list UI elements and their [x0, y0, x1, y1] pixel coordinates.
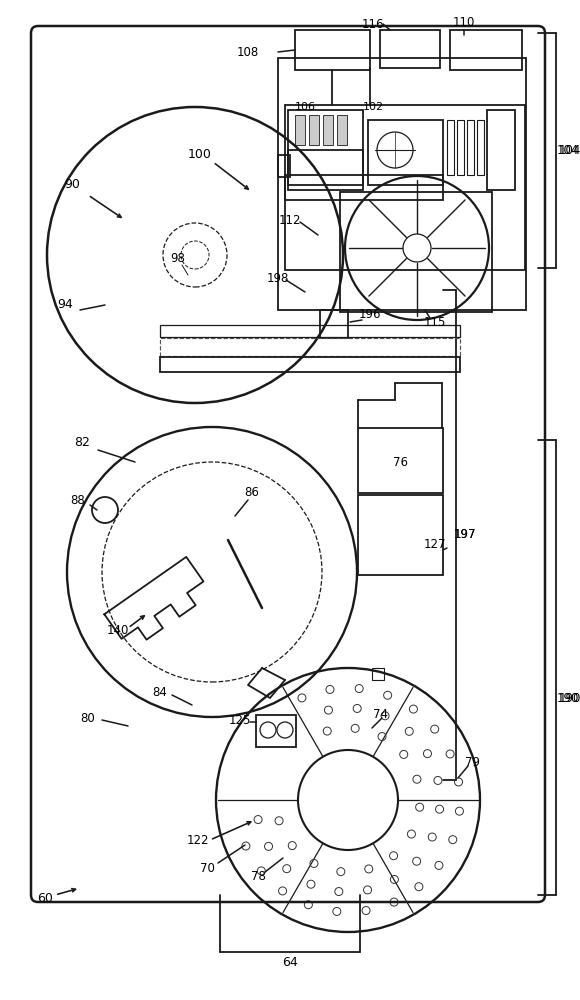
Text: 84: 84: [153, 686, 168, 698]
Text: 88: 88: [71, 493, 85, 506]
Text: 80: 80: [81, 712, 95, 724]
Text: 60: 60: [37, 892, 53, 904]
FancyBboxPatch shape: [31, 26, 545, 902]
Text: 90: 90: [64, 178, 80, 192]
Bar: [160, 325, 460, 337]
Bar: [467, 120, 474, 175]
Bar: [160, 357, 460, 372]
Bar: [450, 30, 522, 70]
Bar: [160, 338, 460, 356]
Bar: [295, 30, 370, 70]
Text: 196: 196: [359, 308, 381, 322]
Text: 82: 82: [74, 436, 90, 450]
Bar: [457, 120, 464, 175]
Bar: [380, 30, 440, 68]
Text: 108: 108: [237, 45, 259, 58]
Text: 197: 197: [454, 528, 476, 542]
Text: 112: 112: [279, 214, 301, 227]
Text: 125: 125: [229, 714, 251, 726]
Text: 102: 102: [362, 102, 383, 112]
Text: 74: 74: [372, 708, 387, 720]
Text: 100: 100: [188, 148, 212, 161]
Text: 70: 70: [200, 861, 215, 874]
Text: 106: 106: [295, 102, 316, 112]
Text: 104: 104: [557, 143, 579, 156]
Bar: [323, 115, 333, 145]
Bar: [372, 668, 384, 680]
Text: 98: 98: [171, 251, 186, 264]
Text: 122: 122: [187, 834, 209, 846]
Bar: [358, 495, 443, 575]
Bar: [278, 58, 526, 310]
Bar: [368, 120, 443, 185]
Bar: [320, 310, 348, 338]
Bar: [285, 105, 525, 270]
Text: 76: 76: [393, 456, 408, 468]
Bar: [340, 192, 492, 312]
Text: 104: 104: [559, 143, 580, 156]
Bar: [295, 115, 305, 145]
Bar: [309, 115, 319, 145]
Bar: [358, 428, 443, 493]
Bar: [288, 150, 363, 185]
Text: 94: 94: [57, 298, 73, 312]
Text: 64: 64: [282, 956, 298, 970]
Text: 190: 190: [559, 692, 580, 704]
Text: 115: 115: [424, 316, 446, 328]
Text: 86: 86: [245, 487, 259, 499]
Bar: [285, 175, 443, 200]
Bar: [278, 155, 290, 177]
Bar: [477, 120, 484, 175]
Bar: [447, 120, 454, 175]
Text: 190: 190: [557, 692, 579, 704]
Text: 140: 140: [107, 624, 129, 637]
Text: 198: 198: [267, 271, 289, 284]
Bar: [256, 715, 296, 747]
Bar: [487, 110, 515, 190]
Text: 197: 197: [454, 528, 476, 542]
Text: 78: 78: [251, 870, 266, 884]
Text: 110: 110: [453, 16, 475, 29]
Text: 79: 79: [465, 756, 480, 770]
Text: 127: 127: [424, 538, 446, 552]
Bar: [288, 110, 363, 190]
Text: 116: 116: [362, 17, 384, 30]
Bar: [337, 115, 347, 145]
